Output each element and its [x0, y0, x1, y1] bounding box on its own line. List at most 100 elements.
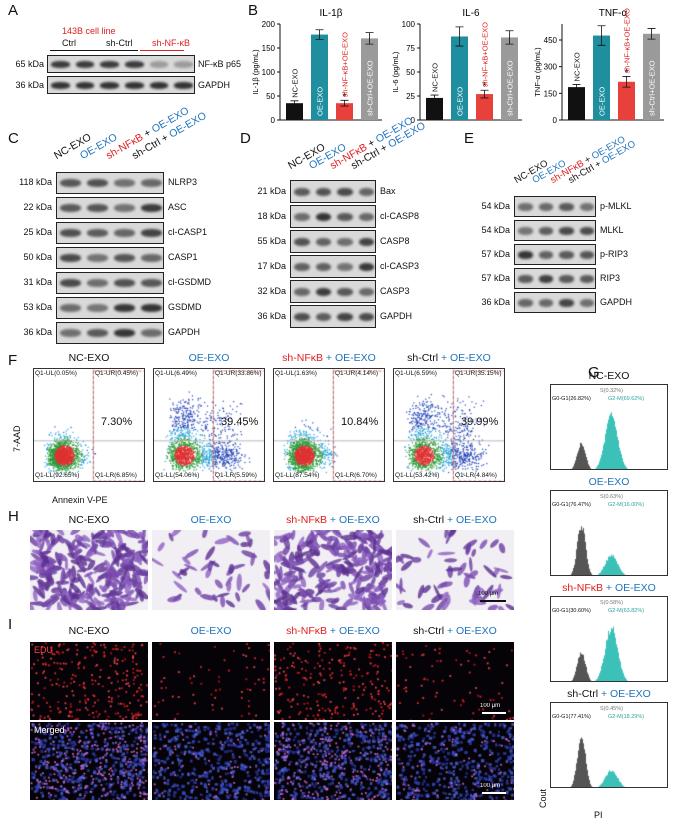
blot-band: [294, 312, 310, 322]
blot-row: [290, 205, 376, 228]
kda-label: 31 kDa: [23, 277, 52, 287]
protein-label: CASP8: [380, 235, 410, 246]
transwell-image: [396, 530, 514, 610]
blot-band: [294, 262, 310, 272]
blot-row: [56, 172, 164, 194]
blot-band: [75, 82, 95, 89]
flow-plot: [153, 368, 265, 482]
blot-band: [538, 299, 553, 307]
edu-cells: [30, 642, 148, 720]
blot-band: [559, 227, 574, 235]
title-part: + OE-EXO: [327, 514, 380, 526]
blot-band: [60, 304, 81, 313]
apoptosis-percent: 10.84%: [341, 416, 379, 428]
blot-band: [141, 229, 162, 238]
flow-xlabel: Annexin V-PE: [52, 495, 108, 505]
y-tick-label: 450: [544, 36, 558, 45]
blot-band: [141, 204, 162, 213]
blot-band: [141, 304, 162, 313]
blot-band: [60, 279, 81, 288]
edu-cells: [274, 642, 392, 720]
kda-label: 53 kDa: [23, 302, 52, 312]
bar-category-label: NC-EXO: [573, 52, 582, 81]
protein-label: Bax: [380, 185, 396, 196]
edu-image: [396, 642, 514, 720]
blot-band: [141, 329, 162, 338]
s-phase-label: S(0.32%): [600, 388, 623, 394]
quadrant-lr: Q1-LR(5.59%): [215, 472, 257, 479]
blot-row: [56, 222, 164, 244]
blot-row: [290, 230, 376, 253]
panel-i-letter: I: [8, 616, 13, 633]
blot-row: [56, 322, 164, 344]
lane-label: sh-NF-κB: [152, 38, 190, 48]
protein-label: GAPDH: [380, 310, 413, 321]
merged-cells: [396, 722, 514, 800]
protein-label: RIP3: [600, 272, 621, 283]
flow-title: sh-NFκB + OE-EXO: [273, 352, 385, 364]
blot-band: [579, 203, 594, 211]
histogram-canvas: [551, 491, 667, 575]
blot-band: [114, 179, 135, 188]
blot-band: [315, 212, 331, 222]
title-part: + OE-EXO: [603, 582, 656, 594]
bar-category-label: sh-NF-κB+OE-EXO: [341, 32, 350, 97]
protein-label: cl-CASP1: [168, 227, 208, 237]
y-tick-label: 200: [262, 20, 276, 29]
title-part: + OE-EXO: [598, 688, 651, 700]
transwell-cells: [152, 530, 270, 610]
bar-category-label: sh-Ctrl+OE-EXO: [648, 60, 657, 116]
blot-band: [114, 254, 135, 263]
blot-band: [87, 204, 108, 213]
blot-band: [87, 329, 108, 338]
blot-band: [87, 254, 108, 263]
blot-band: [315, 287, 331, 297]
edu-image: [30, 642, 148, 720]
title-part: OE-EXO: [588, 476, 630, 488]
error-bar: [480, 89, 489, 99]
transwell-title: OE-EXO: [152, 514, 270, 526]
protein-label: MLKL: [600, 224, 624, 235]
cellcycle-histogram: [550, 490, 668, 576]
cellcycle-title: NC-EXO: [550, 370, 668, 382]
g0g1-label: G0-G1(76.47%): [552, 502, 591, 508]
blot-band: [358, 187, 374, 197]
blot-row: [290, 305, 376, 328]
quadrant-ur: Q1-UR(35.15%): [455, 370, 502, 377]
y-tick-label: 0: [271, 116, 276, 125]
lane-label: sh-Ctrl: [106, 38, 133, 48]
flow-title: sh-Ctrl + OE-EXO: [393, 352, 505, 364]
blot-band: [125, 61, 144, 68]
apoptosis-percent: 7.30%: [101, 416, 133, 428]
blot-band: [337, 237, 353, 247]
kda-label: 32 kDa: [257, 285, 286, 296]
blot-band: [60, 179, 81, 188]
y-tick-label: 25: [406, 92, 415, 101]
transwell-cells: [396, 530, 514, 610]
y-tick-label: 0: [411, 116, 416, 125]
g2m-label: G2-M(18.29%): [608, 714, 645, 720]
edu-title: NC-EXO: [30, 625, 148, 637]
blot-band: [60, 229, 81, 238]
flow-plot: [273, 368, 385, 482]
kda-label: 22 kDa: [23, 202, 52, 212]
error-bar: [597, 25, 606, 46]
bar-category-label: OE-EXO: [598, 87, 607, 116]
blot-band: [559, 299, 574, 307]
y-tick-label: 50: [266, 92, 275, 101]
blot-band: [518, 299, 533, 307]
blot-band: [337, 212, 353, 222]
lane-underline: [94, 50, 138, 51]
title-part: sh-NFκB: [562, 582, 604, 594]
blot-band: [579, 227, 594, 235]
kda-label: 21 kDa: [257, 185, 286, 196]
title-part: OE-EXO: [190, 514, 232, 526]
blot-band: [518, 275, 533, 283]
blot-row: [56, 297, 164, 319]
blot-band: [60, 329, 81, 338]
scale-bar: [480, 600, 506, 602]
merged-image: [396, 722, 514, 800]
blot-band: [294, 187, 310, 197]
error-bar: [505, 30, 514, 45]
